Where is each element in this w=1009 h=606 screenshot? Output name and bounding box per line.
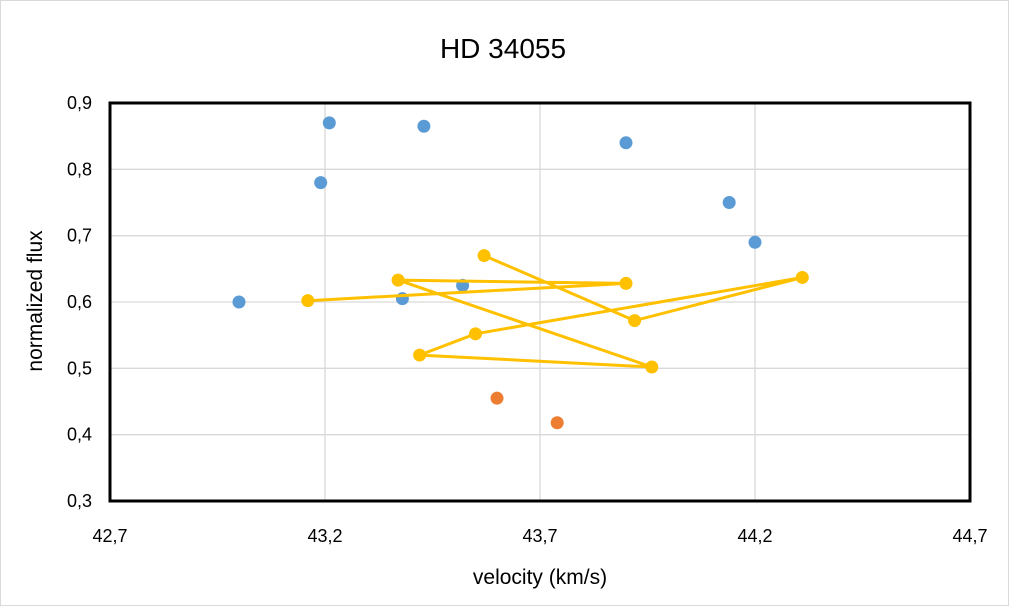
y-tick-label: 0,6 [67,292,92,312]
series-2 [490,391,564,430]
y-tick-label: 0,7 [67,226,92,246]
x-axis-label: velocity (km/s) [473,566,607,589]
y-tick-label: 0,3 [67,491,92,511]
series-1 [232,116,762,309]
x-tick-label: 43,2 [307,526,342,546]
y-tick-label: 0,5 [67,358,92,378]
data-point [619,136,633,150]
plot-area [108,101,972,503]
x-tick-label: 44,2 [737,526,772,546]
data-point [490,391,504,405]
y-tick-label: 0,8 [67,159,92,179]
y-tick-label: 0,9 [67,93,92,113]
data-point [477,249,491,263]
series-layer [232,116,809,430]
data-point [469,327,482,341]
x-axis-ticks: 42,7 43,2 43,7 44,2 44,7 [92,526,987,546]
data-point [619,276,633,290]
y-tick-label: 0,4 [67,425,92,445]
series-line [307,254,804,369]
data-point [232,295,246,309]
chart-title: HD 34055 [440,33,566,64]
data-point [628,314,642,328]
data-point [314,176,328,190]
data-point [413,348,427,362]
y-axis-ticks: 0,3 0,4 0,5 0,6 0,7 0,8 0,9 [67,93,92,511]
x-tick-label: 42,7 [92,526,127,546]
x-tick-label: 43,7 [522,526,557,546]
series-3 [301,249,809,374]
data-point [301,294,315,308]
data-point [550,416,564,430]
data-point [391,273,405,287]
data-point [748,235,762,249]
data-point [645,360,659,374]
data-point [722,196,736,209]
y-axis-label: normalized flux [24,230,47,372]
data-point [322,116,336,130]
data-point [417,119,431,133]
data-point [795,270,809,284]
x-tick-label: 44,7 [952,526,987,546]
